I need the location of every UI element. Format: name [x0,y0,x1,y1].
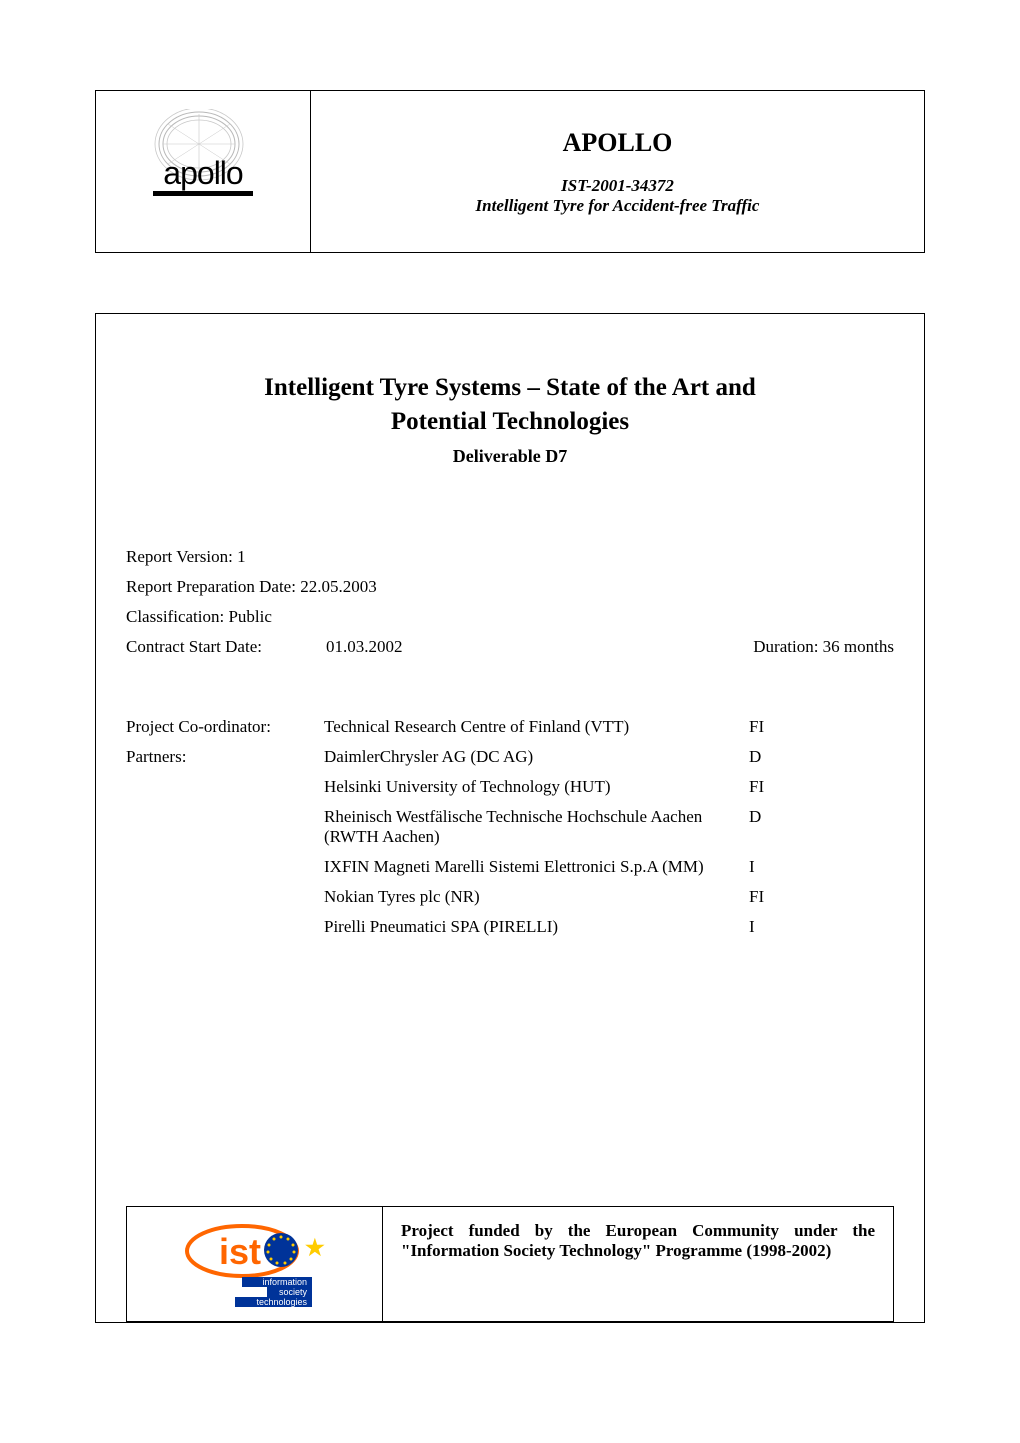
svg-text:★: ★ [305,1235,325,1260]
project-subtitle: Intelligent Tyre for Accident-free Traff… [331,196,904,216]
partner-label-empty [126,887,324,907]
header-box: apollo APOLLO IST-2001-34372 Intelligent… [95,90,925,253]
duration-label: Duration: 36 months [753,637,894,657]
partner-row: Pirelli Pneumatici SPA (PIRELLI) I [126,917,894,937]
partner-name: Helsinki University of Technology (HUT) [324,777,749,797]
deliverable-label: Deliverable D7 [126,446,894,467]
footer-logo-cell: ist ★ information [127,1207,383,1321]
coordinator-label: Project Co-ordinator: [126,717,324,737]
apollo-logo: apollo [143,109,263,234]
partner-country: FI [749,887,809,907]
partner-name: Nokian Tyres plc (NR) [324,887,749,907]
partner-name: DaimlerChrysler AG (DC AG) [324,747,749,767]
ist-code: IST-2001-34372 [331,176,904,196]
partner-country: I [749,917,809,937]
contract-row: Contract Start Date: 01.03.2002 Duration… [126,637,894,657]
partner-name: Technical Research Centre of Finland (VT… [324,717,749,737]
partner-label-empty [126,917,324,937]
partner-country: FI [749,777,809,797]
partner-country: D [749,747,809,767]
contract-label: Contract Start Date: [126,637,326,657]
partner-row: Helsinki University of Technology (HUT) … [126,777,894,797]
partner-label-empty [126,777,324,797]
partner-row: Partners: DaimlerChrysler AG (DC AG) D [126,747,894,767]
svg-text:apollo: apollo [163,155,243,191]
partner-name: IXFIN Magneti Marelli Sistemi Elettronic… [324,857,749,877]
document-title-line1: Intelligent Tyre Systems – State of the … [126,374,894,402]
svg-text:society: society [279,1287,308,1297]
partner-country: I [749,857,809,877]
metadata-block: Report Version: 1 Report Preparation Dat… [126,547,894,657]
partner-country: D [749,807,809,847]
svg-text:technologies: technologies [256,1297,307,1307]
partner-label-empty [126,857,324,877]
coordinator-row: Project Co-ordinator: Technical Research… [126,717,894,737]
partners-block: Project Co-ordinator: Technical Research… [126,717,894,937]
document-title-line2: Potential Technologies [126,408,894,436]
footer-box: ist ★ information [126,1206,894,1322]
partner-name: Rheinisch Westfälische Technische Hochsc… [324,807,749,847]
partner-row: Rheinisch Westfälische Technische Hochsc… [126,807,894,847]
report-version: Report Version: 1 [126,547,894,567]
ist-logo: ist ★ information [177,1219,332,1309]
main-content-box: Intelligent Tyre Systems – State of the … [95,313,925,1323]
partner-row: Nokian Tyres plc (NR) FI [126,887,894,907]
partner-row: IXFIN Magneti Marelli Sistemi Elettronic… [126,857,894,877]
funding-text: Project funded by the European Community… [383,1207,893,1321]
report-prep-date: Report Preparation Date: 22.05.2003 [126,577,894,597]
svg-text:ist: ist [219,1231,261,1272]
partner-label-empty [126,807,324,847]
partner-name: Pirelli Pneumatici SPA (PIRELLI) [324,917,749,937]
header-text-cell: APOLLO IST-2001-34372 Intelligent Tyre f… [311,91,924,252]
project-name: APOLLO [331,128,904,158]
partners-label: Partners: [126,747,324,767]
svg-text:information: information [262,1277,307,1287]
classification: Classification: Public [126,607,894,627]
header-logo-cell: apollo [96,91,311,252]
partner-country: FI [749,717,809,737]
contract-value: 01.03.2002 [326,637,583,657]
